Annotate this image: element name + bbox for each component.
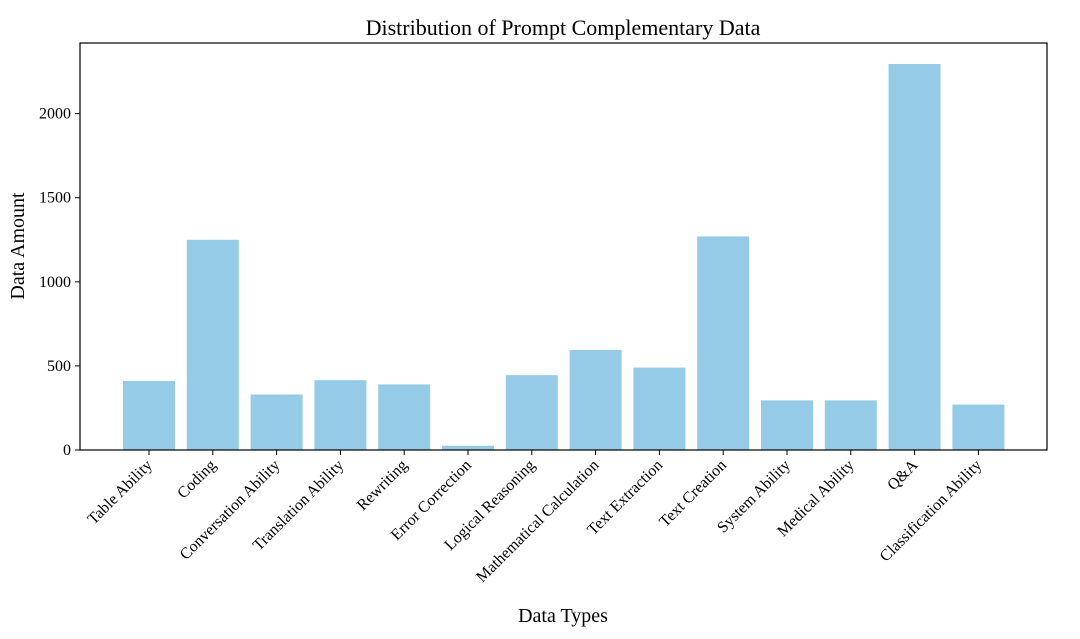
bar-rewriting bbox=[378, 384, 431, 450]
bars-group bbox=[123, 64, 1005, 450]
y-axis-label: Data Amount bbox=[7, 192, 29, 300]
bar-coding bbox=[186, 239, 239, 450]
bar-mathematical-calculation bbox=[569, 349, 622, 450]
x-axis-label: Data Types bbox=[518, 605, 608, 627]
y-tick-label: 0 bbox=[63, 442, 71, 459]
y-tick-label: 1000 bbox=[39, 274, 71, 291]
bar-logical-reasoning bbox=[505, 375, 558, 450]
x-tick-label: Coding bbox=[174, 457, 219, 502]
x-tick-label: Table Ability bbox=[85, 457, 156, 528]
y-tick-label: 1500 bbox=[39, 190, 71, 207]
y-tick-label: 500 bbox=[47, 358, 71, 375]
bar-conversation-ability bbox=[250, 394, 303, 450]
plot-frame bbox=[79, 42, 1048, 451]
y-tick-label: 2000 bbox=[39, 106, 71, 123]
bar-system-ability bbox=[761, 400, 813, 450]
bar-text-creation bbox=[697, 236, 750, 450]
bar-translation-ability bbox=[314, 380, 367, 450]
bar-text-extraction bbox=[633, 367, 686, 450]
bar-error-correction bbox=[442, 445, 494, 450]
x-tick-label: Rewriting bbox=[354, 457, 411, 514]
bar-table-ability bbox=[123, 381, 175, 450]
y-axis: 0 500 1000 1500 2000 bbox=[39, 106, 80, 459]
x-tick-label: Mathematical Calculation bbox=[473, 457, 602, 586]
bar-q-a bbox=[888, 64, 941, 450]
chart-title: Distribution of Prompt Complementary Dat… bbox=[366, 15, 761, 40]
bar-medical-ability bbox=[824, 400, 877, 450]
bar-classification-ability bbox=[952, 404, 1005, 450]
x-tick-label: Q&A bbox=[884, 456, 921, 493]
